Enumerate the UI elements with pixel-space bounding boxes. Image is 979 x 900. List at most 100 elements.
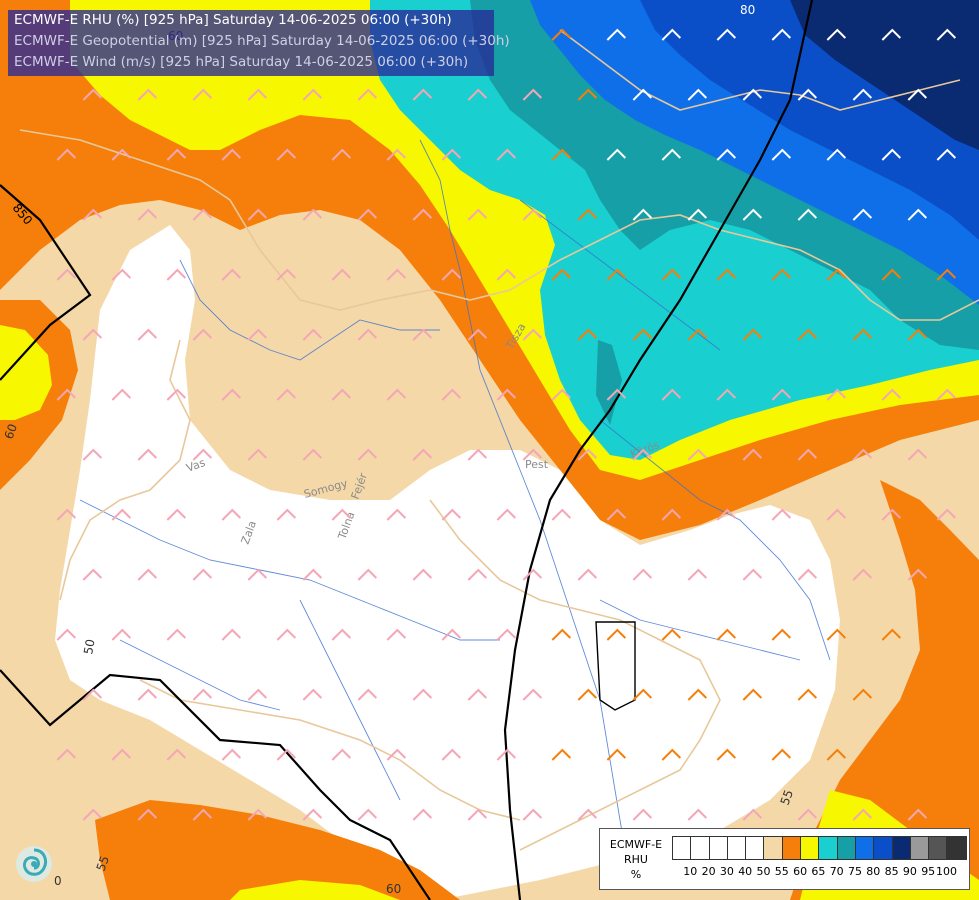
wind-barb <box>331 628 352 641</box>
wind-barb <box>907 208 928 221</box>
wind-barb <box>522 808 543 821</box>
place-label-vas: Vas <box>185 456 208 475</box>
wind-barb <box>441 268 462 281</box>
wind-barb <box>496 268 517 281</box>
legend-tick: 10 <box>683 865 698 878</box>
legend-variable: RHU <box>624 853 648 866</box>
wind-barb <box>771 388 792 401</box>
wind-barb <box>551 268 572 281</box>
wind-barb <box>936 748 957 761</box>
legend-tick: 85 <box>884 865 899 878</box>
wind-barb <box>606 148 627 161</box>
wind-barb <box>247 448 268 461</box>
wind-barb <box>852 808 873 821</box>
legend-swatch <box>746 837 765 859</box>
wind-barb <box>632 688 653 701</box>
legend-swatch <box>910 837 930 859</box>
wind-barb <box>797 568 818 581</box>
wind-barb <box>357 88 378 101</box>
wind-barb <box>771 748 792 761</box>
wind-barb <box>522 688 543 701</box>
legend-tick: 55 <box>774 865 789 878</box>
wind-barb <box>632 448 653 461</box>
wind-barb <box>826 268 847 281</box>
wind-barb <box>742 568 763 581</box>
wind-barb <box>687 568 708 581</box>
wind-barb <box>577 208 598 221</box>
rhu-label-55-bottom: 55 <box>94 854 112 873</box>
wind-barb <box>82 88 103 101</box>
wind-barb <box>467 328 488 341</box>
wind-barb <box>687 688 708 701</box>
wind-barb <box>881 628 902 641</box>
wind-barb <box>467 688 488 701</box>
wind-barb <box>111 148 132 161</box>
rhu-band-white-center <box>55 225 840 900</box>
wind-barb <box>357 208 378 221</box>
wind-barb <box>771 268 792 281</box>
wind-barb <box>716 508 737 521</box>
wind-barb <box>661 508 682 521</box>
wind-barb <box>302 568 323 581</box>
legend-model: ECMWF-E <box>609 838 663 851</box>
wind-barb <box>276 148 297 161</box>
wind-barb <box>276 388 297 401</box>
logo-icon <box>16 846 52 882</box>
wind-barb <box>907 808 928 821</box>
legend-tick: 65 <box>811 865 826 878</box>
wind-barb <box>441 748 462 761</box>
wind-barb <box>742 88 763 101</box>
wind-barb <box>936 628 957 641</box>
wind-barb <box>606 388 627 401</box>
wind-barb <box>826 748 847 761</box>
wind-barb <box>522 328 543 341</box>
wind-barb <box>716 268 737 281</box>
wind-barb <box>551 628 572 641</box>
wind-barb <box>661 628 682 641</box>
legend-swatch <box>691 837 710 859</box>
wind-barb <box>632 808 653 821</box>
wind-barb <box>137 88 158 101</box>
wind-barb <box>852 328 873 341</box>
wind-barb <box>331 268 352 281</box>
wind-barb <box>826 628 847 641</box>
wind-barb <box>551 748 572 761</box>
legend-tick: 70 <box>829 865 844 878</box>
wind-barb <box>577 88 598 101</box>
wind-barb <box>797 328 818 341</box>
wind-barb <box>496 748 517 761</box>
wind-barb <box>716 28 737 41</box>
wind-barb <box>302 448 323 461</box>
legend-tick: 20 <box>701 865 716 878</box>
wind-barb <box>742 808 763 821</box>
wind-barb <box>441 628 462 641</box>
legend-swatch <box>819 837 838 859</box>
wind-barb <box>496 388 517 401</box>
wind-barb <box>577 448 598 461</box>
wind-barb <box>247 808 268 821</box>
wind-barb <box>357 448 378 461</box>
legend-tick: 90 <box>902 865 917 878</box>
wind-barb <box>386 628 407 641</box>
wind-barb <box>82 568 103 581</box>
wind-barb <box>412 448 433 461</box>
legend-color-scale <box>672 836 967 860</box>
place-label-pest: Pest <box>525 458 549 471</box>
title-rhu: ECMWF-E RHU (%) [925 hPa] Saturday 14-06… <box>14 12 452 28</box>
rhu-label-50-left: 50 <box>81 638 97 655</box>
wind-barb <box>412 88 433 101</box>
wind-barb <box>852 88 873 101</box>
wind-barb <box>82 808 103 821</box>
wind-barb <box>166 508 187 521</box>
wind-barb <box>137 808 158 821</box>
wind-barb <box>881 268 902 281</box>
legend-unit: % <box>630 868 642 881</box>
rhu-band-65-left <box>0 325 52 420</box>
wind-barb <box>221 508 242 521</box>
wind-barb <box>56 388 77 401</box>
wind-barb <box>577 808 598 821</box>
wind-barb <box>82 688 103 701</box>
legend-tick: 50 <box>756 865 771 878</box>
rhu-band-60-bottom <box>95 800 460 900</box>
wind-barb <box>716 748 737 761</box>
